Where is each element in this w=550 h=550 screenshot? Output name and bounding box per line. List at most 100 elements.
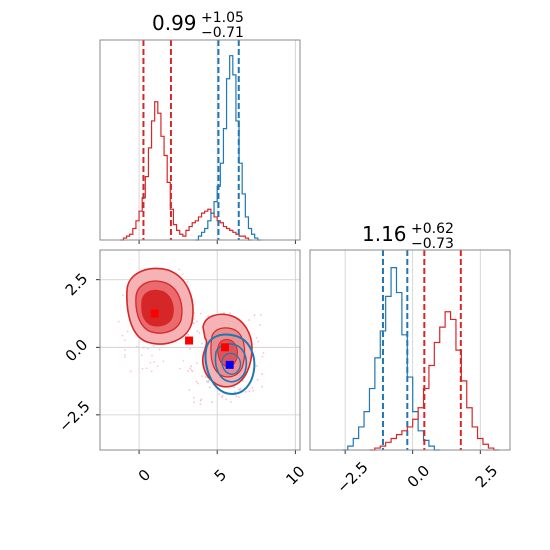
joint-scatter-point <box>225 398 227 401</box>
joint-scatter-point <box>197 382 200 385</box>
joint-scatter-point <box>199 399 202 402</box>
marginal-x-title-value: 0.99 <box>152 11 197 35</box>
joint-scatter-point <box>255 364 258 367</box>
marginal-y-title: 1.16 <box>362 222 407 246</box>
joint-contour-blue-outer <box>204 333 256 396</box>
joint-scatter-point <box>141 367 144 370</box>
joint-scatter-point <box>182 359 185 362</box>
joint-scatter-point <box>209 386 211 389</box>
joint-scatter-point <box>233 386 236 389</box>
joint-scatter-point <box>126 330 129 333</box>
marginal-y-title-sup: +0.62 <box>411 221 454 237</box>
joint-scatter-point <box>229 400 232 403</box>
joint-marker-1 <box>185 336 194 345</box>
joint-scatter-point <box>158 348 161 351</box>
joint-scatter-point <box>145 367 148 370</box>
joint-scatter-point <box>195 380 198 383</box>
joint-scatter-point <box>181 273 184 276</box>
joint-panel <box>96 249 301 454</box>
joint-scatter-point <box>237 396 240 398</box>
joint-scatter-point <box>192 322 195 324</box>
marginal-y-title-sub: −0.73 <box>411 236 454 252</box>
joint-scatter-point <box>199 312 202 315</box>
joint-ytick-label-0p0: 0.0 <box>62 336 92 366</box>
joint-scatter-point <box>198 332 201 334</box>
joint-scatter-point <box>140 354 143 357</box>
joint-scatter-point <box>252 389 255 392</box>
joint-marker-2 <box>221 343 229 352</box>
joint-scatter-point <box>117 320 120 323</box>
joint-scatter-point <box>259 324 261 326</box>
joint-xtick-label-5: 5 <box>211 466 230 485</box>
joint-scatter-point <box>146 347 149 350</box>
joint-scatter-point <box>220 396 223 399</box>
joint-ytick-label-2p5: 2.5 <box>62 270 92 300</box>
joint-scatter-point <box>193 396 195 399</box>
joint-xtick-label-0: 0 <box>135 466 154 485</box>
joint-scatter-point <box>196 330 199 333</box>
joint-scatter-point <box>234 391 237 394</box>
marginal-x-histogram-blue <box>195 55 261 241</box>
joint-scatter-point <box>261 355 264 358</box>
joint-scatter-point <box>153 361 155 363</box>
joint-xtick-label-10: 10 <box>282 462 308 488</box>
joint-scatter-point <box>162 360 165 363</box>
joint-scatter-point <box>204 375 207 378</box>
marginal-y-frame <box>309 249 511 451</box>
joint-scatter-point <box>192 401 195 404</box>
joint-scatter-point <box>253 314 256 316</box>
joint-scatter-point <box>244 391 247 393</box>
joint-scatter-point <box>156 365 159 368</box>
joint-scatter-point <box>201 375 203 378</box>
joint-scatter-point <box>223 312 225 314</box>
joint-scatter-point <box>149 361 152 364</box>
joint-scatter-point <box>187 370 189 372</box>
joint-scatter-point <box>207 381 210 384</box>
joint-scatter-point <box>205 380 208 383</box>
joint-scatter-point <box>186 280 189 283</box>
marginal-x-title-sub: −0.71 <box>201 25 244 41</box>
joint-scatter-point <box>238 388 240 391</box>
joint-scatter-point <box>122 294 125 297</box>
joint-scatter-point <box>195 320 198 323</box>
marginal-y-panel <box>309 249 511 454</box>
joint-scatter-point <box>142 346 145 349</box>
joint-contour-blue-inner <box>221 352 242 375</box>
joint-marker-0 <box>150 309 159 318</box>
joint-frame <box>99 249 301 451</box>
joint-scatter-point <box>248 390 251 393</box>
joint-scatter-point <box>178 268 181 271</box>
joint-scatter-point <box>190 369 193 372</box>
marginal-y-histogram-red <box>369 311 500 451</box>
joint-scatter-point <box>261 373 264 376</box>
joint-contour-red-inner <box>141 289 174 327</box>
joint-scatter-point <box>152 344 155 347</box>
joint-scatter-point <box>257 340 260 343</box>
joint-scatter-point <box>124 339 126 342</box>
marginal-y-title-value: 1.16 <box>362 222 407 246</box>
joint-scatter-point <box>218 393 220 395</box>
joint-scatter-point <box>189 367 192 370</box>
joint-scatter-point <box>229 312 231 314</box>
joint-scatter-point <box>261 385 264 388</box>
joint-scatter-point <box>188 347 191 350</box>
joint-scatter-point <box>255 336 258 339</box>
joint-scatter-point <box>129 370 132 373</box>
joint-scatter-point <box>135 345 138 348</box>
joint-scatter-point <box>248 319 250 321</box>
marginal-x-histogram-red <box>120 101 252 241</box>
joint-scatter-point <box>190 365 193 368</box>
joint-scatter-point <box>150 370 153 373</box>
marginal-x-panel <box>99 39 301 244</box>
joint-scatter-point <box>256 378 259 381</box>
joint-scatter-point <box>196 362 198 365</box>
joint-scatter-point <box>235 395 238 398</box>
joint-scatter-point <box>191 370 194 373</box>
marginal-y-xtick-label-neg2p5: −2.5 <box>333 458 371 496</box>
joint-scatter-point <box>124 356 126 358</box>
joint-scatter-point <box>208 379 210 382</box>
joint-scatter-point <box>151 354 153 357</box>
joint-scatter-point <box>200 342 203 345</box>
